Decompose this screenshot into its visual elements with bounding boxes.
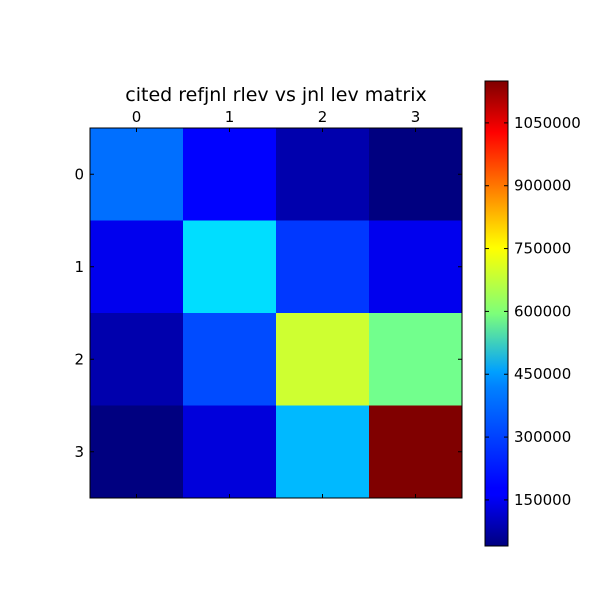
y-tick-label: 1 bbox=[74, 258, 84, 276]
colorbar-tick-label: 1050000 bbox=[514, 114, 581, 132]
y-axis-ticks: 0 1 2 3 bbox=[74, 165, 462, 461]
heatmap-cell-r1-c2 bbox=[276, 220, 370, 314]
colorbar-tick-label: 900000 bbox=[514, 177, 571, 195]
colorbar-tick-label: 750000 bbox=[514, 240, 571, 258]
heatmap-cell-r3-c0 bbox=[90, 405, 184, 499]
heatmap-cell-r0-c3 bbox=[369, 128, 463, 221]
heatmap-cell-r2-c2 bbox=[276, 313, 370, 406]
chart-title: cited refjnl rlev vs jnl lev matrix bbox=[125, 84, 426, 106]
y-tick-label: 3 bbox=[74, 443, 84, 461]
colorbar bbox=[484, 80, 509, 547]
x-tick-label: 0 bbox=[132, 108, 142, 126]
colorbar-tick-label: 450000 bbox=[514, 365, 571, 383]
x-tick-label: 2 bbox=[318, 108, 328, 126]
heatmap-cell-r0-c2 bbox=[276, 128, 370, 221]
heatmap-cell-r1-c0 bbox=[90, 220, 184, 314]
y-tick-label: 0 bbox=[74, 165, 84, 183]
x-tick-label: 1 bbox=[225, 108, 235, 126]
heatmap-cell-r0-c1 bbox=[183, 128, 277, 221]
heatmap-cell-r1-c3 bbox=[369, 220, 463, 314]
plot-frame bbox=[89, 127, 463, 499]
heatmap-cell-r0-c0 bbox=[90, 128, 184, 221]
heatmap-cell-r3-c1 bbox=[183, 405, 277, 499]
heatmap-cell-r3-c2 bbox=[276, 405, 370, 499]
heatmap-cell-r2-c0 bbox=[90, 313, 184, 406]
heatmap-cell-r2-c3 bbox=[369, 313, 463, 406]
colorbar-tick-label: 300000 bbox=[514, 428, 571, 446]
heatmap-cell-r1-c1 bbox=[183, 220, 277, 314]
heatmap-cell-r3-c3 bbox=[369, 405, 463, 499]
x-axis-ticks: 0 1 2 3 bbox=[132, 108, 421, 498]
colorbar-tick-label: 600000 bbox=[514, 302, 571, 320]
colorbar-tick-label: 150000 bbox=[514, 491, 571, 509]
heatmap-cells bbox=[90, 128, 463, 499]
heatmap-cell-r2-c1 bbox=[183, 313, 277, 406]
colorbar-ticks: 150000 300000 450000 600000 750000 900000 1050… bbox=[485, 114, 581, 509]
x-tick-label: 3 bbox=[411, 108, 421, 126]
y-tick-label: 2 bbox=[74, 350, 84, 368]
